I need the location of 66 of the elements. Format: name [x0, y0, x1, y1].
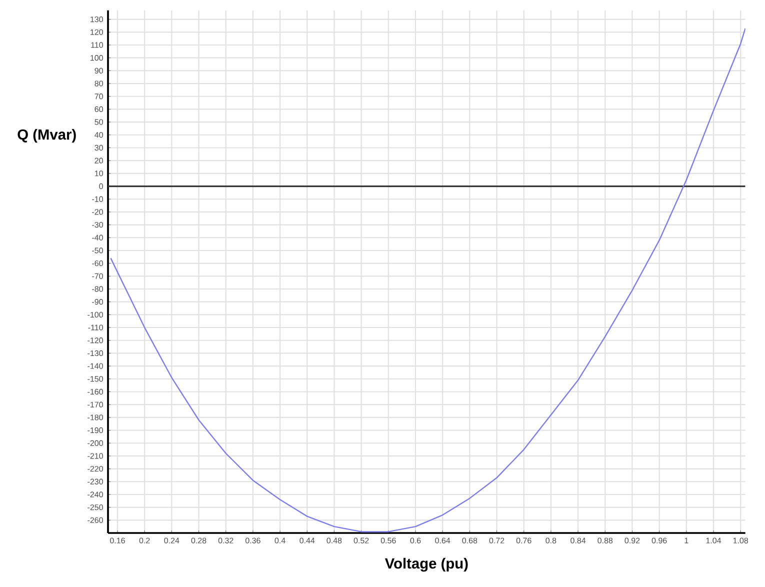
x-tick-label: 1.08	[733, 538, 748, 544]
y-tick-label: -240	[88, 492, 103, 498]
y-tick-label: -90	[92, 299, 103, 305]
y-tick-label: -230	[88, 478, 103, 484]
y-tick-label: -200	[88, 440, 103, 446]
y-tick-label: 40	[94, 132, 103, 138]
y-tick-label: -50	[92, 248, 103, 254]
y-tick-label: 10	[95, 170, 103, 176]
y-tick-label: 20	[94, 158, 103, 164]
x-tick-label: 0.84	[570, 538, 586, 544]
y-tick-label: -80	[92, 286, 103, 292]
y-tick-label: -190	[88, 427, 103, 434]
y-tick-label: -170	[88, 402, 103, 408]
x-tick-label: 0.68	[462, 538, 478, 544]
x-axis-title: Voltage (pu)	[384, 558, 468, 572]
y-tick-label: -150	[88, 376, 103, 382]
x-tick-label: 1.04	[706, 538, 722, 544]
x-tick-label: 0.6	[410, 538, 421, 544]
y-tick-label: -60	[92, 260, 103, 266]
y-tick-label: -40	[92, 234, 103, 240]
x-tick-label: 0.4	[274, 538, 286, 544]
y-tick-label: -20	[92, 209, 103, 215]
y-tick-label: 50	[94, 119, 103, 125]
y-tick-label: 90	[94, 68, 103, 74]
x-tick-label: 0.2	[139, 538, 150, 544]
y-tick-label: 110	[91, 42, 103, 48]
y-tick-label: -180	[88, 414, 103, 420]
y-tick-label: -130	[88, 350, 103, 356]
y-tick-label: 0	[99, 183, 103, 190]
y-tick-label: 60	[94, 106, 103, 112]
x-tick-label: 0.44	[300, 538, 315, 544]
y-tick-label: -140	[88, 363, 103, 369]
y-tick-label: -260	[88, 517, 103, 523]
y-tick-label: -160	[88, 388, 103, 395]
y-tick-label: -110	[88, 324, 103, 330]
y-tick-label: 80	[94, 80, 103, 86]
y-tick-label: 120	[90, 29, 103, 35]
y-tick-label: 70	[94, 94, 103, 100]
x-tick-label: 0.8	[546, 538, 556, 544]
x-tick-label: 0.56	[380, 538, 396, 544]
x-tick-label: 0.92	[624, 538, 640, 544]
y-axis-title: Q (Mvar)	[18, 128, 76, 143]
x-tick-label: 1	[684, 538, 688, 544]
y-tick-label: -210	[88, 453, 103, 459]
x-tick-label: 0.72	[489, 538, 504, 544]
x-tick-label: 0.32	[218, 538, 234, 544]
y-tick-label: -100	[88, 312, 103, 318]
y-tick-label: -70	[92, 273, 103, 279]
x-tick-label: 0.24	[164, 538, 180, 544]
y-tick-label: -10	[92, 196, 103, 202]
x-tick-label: 0.64	[435, 538, 450, 544]
y-tick-label: -30	[92, 222, 103, 228]
y-tick-label: -220	[88, 466, 103, 472]
x-tick-label: 0.88	[598, 538, 613, 544]
x-tick-label: 0.48	[326, 538, 342, 544]
x-tick-label: 0.96	[652, 538, 667, 544]
x-tick-label: 0.16	[110, 538, 125, 544]
y-tick-label: 100	[90, 55, 103, 61]
x-tick-label: 0.28	[191, 538, 206, 544]
x-tick-label: 0.52	[354, 538, 369, 544]
x-tick-label: 0.36	[245, 538, 260, 544]
y-tick-label: 30	[94, 144, 103, 151]
y-tick-label: -120	[88, 338, 103, 344]
y-tick-label: 130	[90, 16, 103, 22]
y-tick-label: -250	[88, 504, 103, 510]
x-tick-label: 0.76	[516, 538, 532, 544]
